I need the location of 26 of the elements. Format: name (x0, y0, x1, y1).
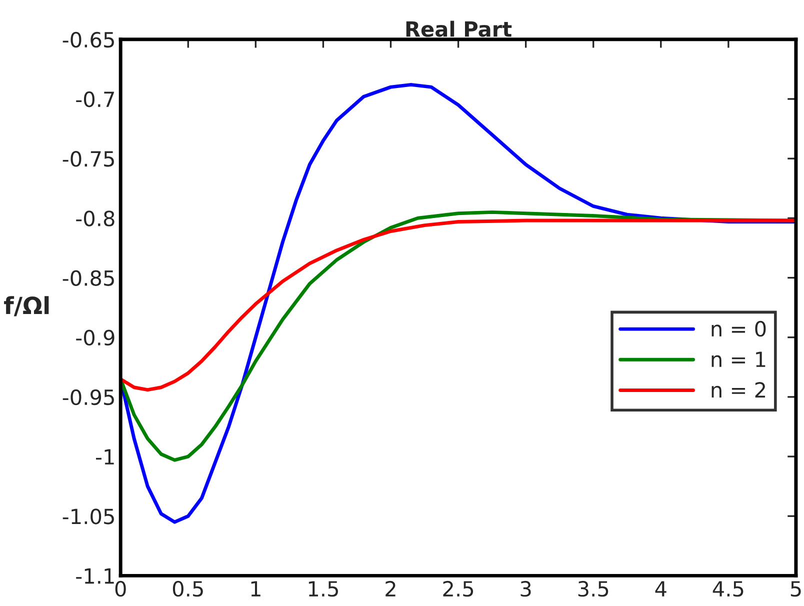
x-tick-label: 1 (251, 581, 260, 596)
legend-label: n = 1 (712, 352, 766, 367)
x-tick-label: 5 (790, 581, 801, 597)
y-tick-label: -1.05 (62, 508, 114, 524)
x-tick-label: 0.5 (172, 580, 203, 597)
x-tick-label: 3.5 (578, 580, 608, 597)
x-tick-label: 4.5 (712, 581, 744, 597)
chart-title: Real Part (406, 20, 512, 37)
x-tick-label: 0 (115, 580, 126, 597)
x-tick-label: 1.5 (308, 581, 338, 597)
y-tick-label: -0.95 (62, 389, 114, 406)
y-tick-label: -0.7 (76, 91, 114, 108)
legend-label: n = 2 (712, 382, 765, 398)
y-tick-label: -1 (96, 449, 114, 464)
y-tick-label: -1.1 (76, 568, 114, 584)
legend-label: n = 0 (712, 320, 766, 337)
y-tick-label: -0.9 (76, 330, 114, 346)
x-tick-label: 4 (655, 581, 666, 596)
y-axis-title: f/Ωl (4, 296, 49, 316)
x-tick-label: 3 (520, 580, 531, 597)
x-tick-label: 2 (386, 580, 396, 596)
x-tick-label: 2.5 (443, 580, 474, 597)
y-tick-label: -0.85 (62, 270, 114, 286)
y-tick-label: -0.8 (76, 210, 114, 226)
y-tick-label: -0.75 (62, 151, 114, 167)
y-tick-label: -0.65 (62, 32, 114, 48)
